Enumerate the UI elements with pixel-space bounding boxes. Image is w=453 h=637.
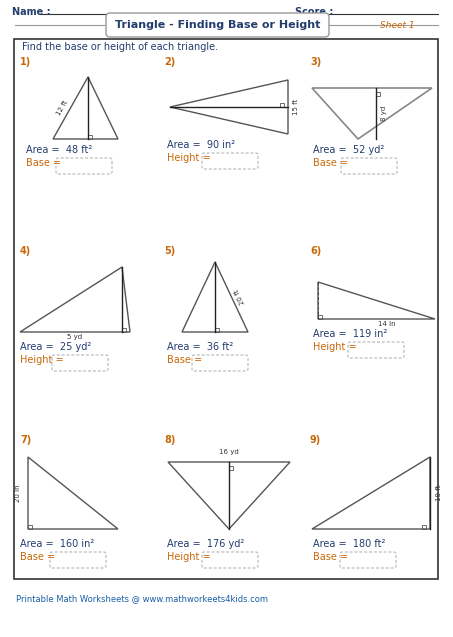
Text: 15 ft: 15 ft: [293, 99, 299, 115]
Text: Area =  160 in²: Area = 160 in²: [20, 539, 94, 549]
Text: Area =  52 yd²: Area = 52 yd²: [313, 145, 384, 155]
Text: Area =  25 yd²: Area = 25 yd²: [20, 342, 91, 352]
Text: Height =: Height =: [167, 552, 211, 562]
Text: 7): 7): [20, 435, 31, 445]
Text: Area =  90 in²: Area = 90 in²: [167, 140, 235, 150]
Text: 8 yd: 8 yd: [381, 106, 387, 121]
Text: 2): 2): [164, 57, 175, 67]
Text: Triangle - Finding Base or Height: Triangle - Finding Base or Height: [115, 20, 320, 30]
Text: Printable Math Worksheets @ www.mathworkeets4kids.com: Printable Math Worksheets @ www.mathwork…: [16, 594, 268, 603]
Text: Area =  176 yd²: Area = 176 yd²: [167, 539, 244, 549]
Text: Base =: Base =: [313, 158, 348, 168]
Text: Base =: Base =: [26, 158, 61, 168]
Text: 12 ft: 12 ft: [56, 99, 69, 117]
Text: Find the base or height of each triangle.: Find the base or height of each triangle…: [22, 42, 218, 52]
Text: 5 yd: 5 yd: [67, 334, 82, 340]
Text: 9): 9): [310, 435, 321, 445]
Text: Height =: Height =: [20, 355, 63, 365]
Text: Base =: Base =: [20, 552, 55, 562]
Text: 6): 6): [310, 246, 321, 256]
FancyBboxPatch shape: [50, 552, 106, 568]
Text: Height =: Height =: [313, 342, 357, 352]
FancyBboxPatch shape: [106, 13, 329, 37]
Text: 8): 8): [164, 435, 175, 445]
Text: 16 yd: 16 yd: [219, 449, 239, 455]
FancyBboxPatch shape: [192, 355, 248, 371]
Text: Sheet 1: Sheet 1: [380, 20, 414, 29]
Text: Base =: Base =: [167, 355, 202, 365]
FancyBboxPatch shape: [56, 158, 112, 174]
Text: Base =: Base =: [313, 552, 348, 562]
FancyBboxPatch shape: [202, 153, 258, 169]
Text: Score :: Score :: [295, 7, 333, 17]
Text: Area =  36 ft²: Area = 36 ft²: [167, 342, 233, 352]
Text: Area =  48 ft²: Area = 48 ft²: [26, 145, 92, 155]
Text: 4): 4): [20, 246, 31, 256]
Text: Height =: Height =: [167, 153, 211, 163]
FancyBboxPatch shape: [52, 355, 108, 371]
FancyBboxPatch shape: [202, 552, 258, 568]
FancyBboxPatch shape: [341, 158, 397, 174]
Text: 18 ft: 18 ft: [436, 485, 442, 501]
Text: 1): 1): [20, 57, 31, 67]
Text: Name :: Name :: [12, 7, 51, 17]
Text: Area =  180 ft²: Area = 180 ft²: [313, 539, 386, 549]
Text: Area =  119 in²: Area = 119 in²: [313, 329, 387, 339]
FancyBboxPatch shape: [348, 342, 404, 358]
Text: 20 in: 20 in: [15, 484, 21, 502]
Text: 5): 5): [164, 246, 175, 256]
Text: 14 in: 14 in: [378, 321, 395, 327]
Text: 20 ft: 20 ft: [233, 289, 246, 306]
FancyBboxPatch shape: [340, 552, 396, 568]
Text: 3): 3): [310, 57, 321, 67]
